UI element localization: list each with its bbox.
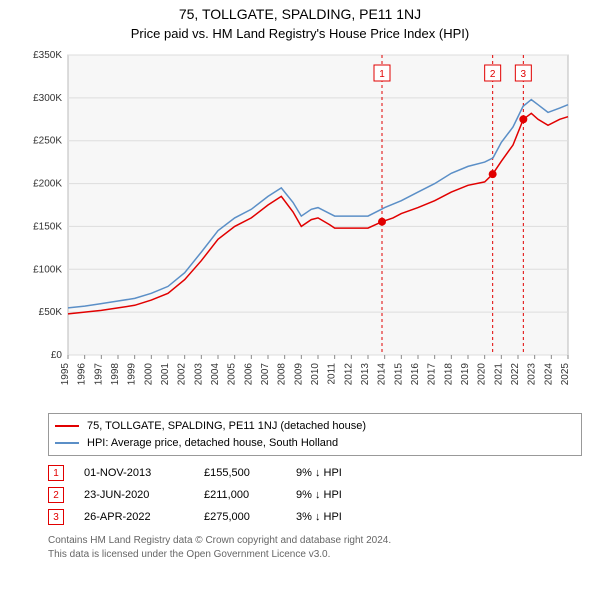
chart-title: 75, TOLLGATE, SPALDING, PE11 1NJ [0, 0, 600, 22]
footer-line: This data is licensed under the Open Gov… [48, 548, 582, 562]
svg-text:2017: 2017 [427, 363, 438, 386]
chart-subtitle: Price paid vs. HM Land Registry's House … [0, 22, 600, 45]
svg-text:2018: 2018 [443, 363, 454, 386]
sale-marker-icon: 1 [48, 465, 64, 481]
sale-row: 3 26-APR-2022 £275,000 3% ↓ HPI [48, 506, 582, 528]
sale-price: £211,000 [204, 489, 276, 501]
svg-text:£250K: £250K [33, 136, 62, 147]
chart-area: £0 £50K £100K £150K £200K £250K £300K £350K 1995… [20, 45, 580, 405]
svg-text:2021: 2021 [493, 363, 504, 386]
svg-text:2020: 2020 [477, 363, 488, 386]
svg-text:2019: 2019 [460, 363, 471, 386]
svg-text:2005: 2005 [227, 363, 238, 386]
svg-text:2002: 2002 [177, 363, 188, 386]
svg-text:£50K: £50K [39, 307, 63, 318]
sale-price: £155,500 [204, 467, 276, 479]
svg-text:1999: 1999 [127, 363, 138, 386]
svg-text:2003: 2003 [193, 363, 204, 386]
svg-text:£300K: £300K [33, 93, 62, 104]
svg-text:2022: 2022 [510, 363, 521, 386]
svg-text:1998: 1998 [110, 363, 121, 386]
legend-swatch-blue [55, 442, 79, 444]
svg-text:2011: 2011 [327, 363, 338, 385]
sale-marker-icon: 3 [48, 509, 64, 525]
svg-text:2013: 2013 [360, 363, 371, 386]
legend: 75, TOLLGATE, SPALDING, PE11 1NJ (detach… [48, 413, 582, 456]
svg-text:2000: 2000 [143, 363, 154, 386]
svg-text:1: 1 [379, 69, 385, 80]
svg-text:£150K: £150K [33, 221, 62, 232]
footer-line: Contains HM Land Registry data © Crown c… [48, 534, 582, 548]
svg-text:2008: 2008 [277, 363, 288, 386]
svg-text:2009: 2009 [293, 363, 304, 386]
legend-label: HPI: Average price, detached house, Sout… [87, 435, 338, 452]
svg-text:2016: 2016 [410, 363, 421, 386]
sale-date: 26-APR-2022 [84, 511, 184, 523]
sale-delta: 9% ↓ HPI [296, 489, 386, 501]
svg-text:3: 3 [521, 69, 527, 80]
svg-text:1995: 1995 [60, 363, 71, 386]
sale-marker-icon: 2 [48, 487, 64, 503]
sale-row: 2 23-JUN-2020 £211,000 9% ↓ HPI [48, 484, 582, 506]
sale-price: £275,000 [204, 511, 276, 523]
svg-text:2: 2 [490, 69, 496, 80]
sale-row: 1 01-NOV-2013 £155,500 9% ↓ HPI [48, 462, 582, 484]
svg-text:£0: £0 [51, 350, 63, 361]
svg-text:£200K: £200K [33, 179, 62, 190]
svg-text:1997: 1997 [93, 363, 104, 386]
sale-date: 23-JUN-2020 [84, 489, 184, 501]
svg-text:2001: 2001 [160, 363, 171, 386]
svg-text:2024: 2024 [543, 363, 554, 386]
svg-text:2004: 2004 [210, 363, 221, 386]
svg-text:£350K: £350K [33, 50, 62, 61]
svg-text:2015: 2015 [393, 363, 404, 386]
legend-row: 75, TOLLGATE, SPALDING, PE11 1NJ (detach… [55, 418, 575, 435]
svg-text:2023: 2023 [527, 363, 538, 386]
sale-delta: 9% ↓ HPI [296, 467, 386, 479]
sales-table: 1 01-NOV-2013 £155,500 9% ↓ HPI 2 23-JUN… [48, 462, 582, 528]
svg-text:2025: 2025 [560, 363, 571, 386]
sale-delta: 3% ↓ HPI [296, 511, 386, 523]
svg-text:1996: 1996 [77, 363, 88, 386]
svg-text:2012: 2012 [343, 363, 354, 386]
svg-text:2007: 2007 [260, 363, 271, 386]
legend-label: 75, TOLLGATE, SPALDING, PE11 1NJ (detach… [87, 418, 366, 435]
svg-text:2010: 2010 [310, 363, 321, 386]
svg-text:2006: 2006 [243, 363, 254, 386]
svg-text:£100K: £100K [33, 264, 62, 275]
sale-date: 01-NOV-2013 [84, 467, 184, 479]
footer-attribution: Contains HM Land Registry data © Crown c… [48, 534, 582, 561]
chart-svg: £0 £50K £100K £150K £200K £250K £300K £350K 1995… [20, 45, 580, 405]
legend-swatch-red [55, 425, 79, 427]
legend-row: HPI: Average price, detached house, Sout… [55, 435, 575, 452]
svg-text:2014: 2014 [377, 363, 388, 386]
